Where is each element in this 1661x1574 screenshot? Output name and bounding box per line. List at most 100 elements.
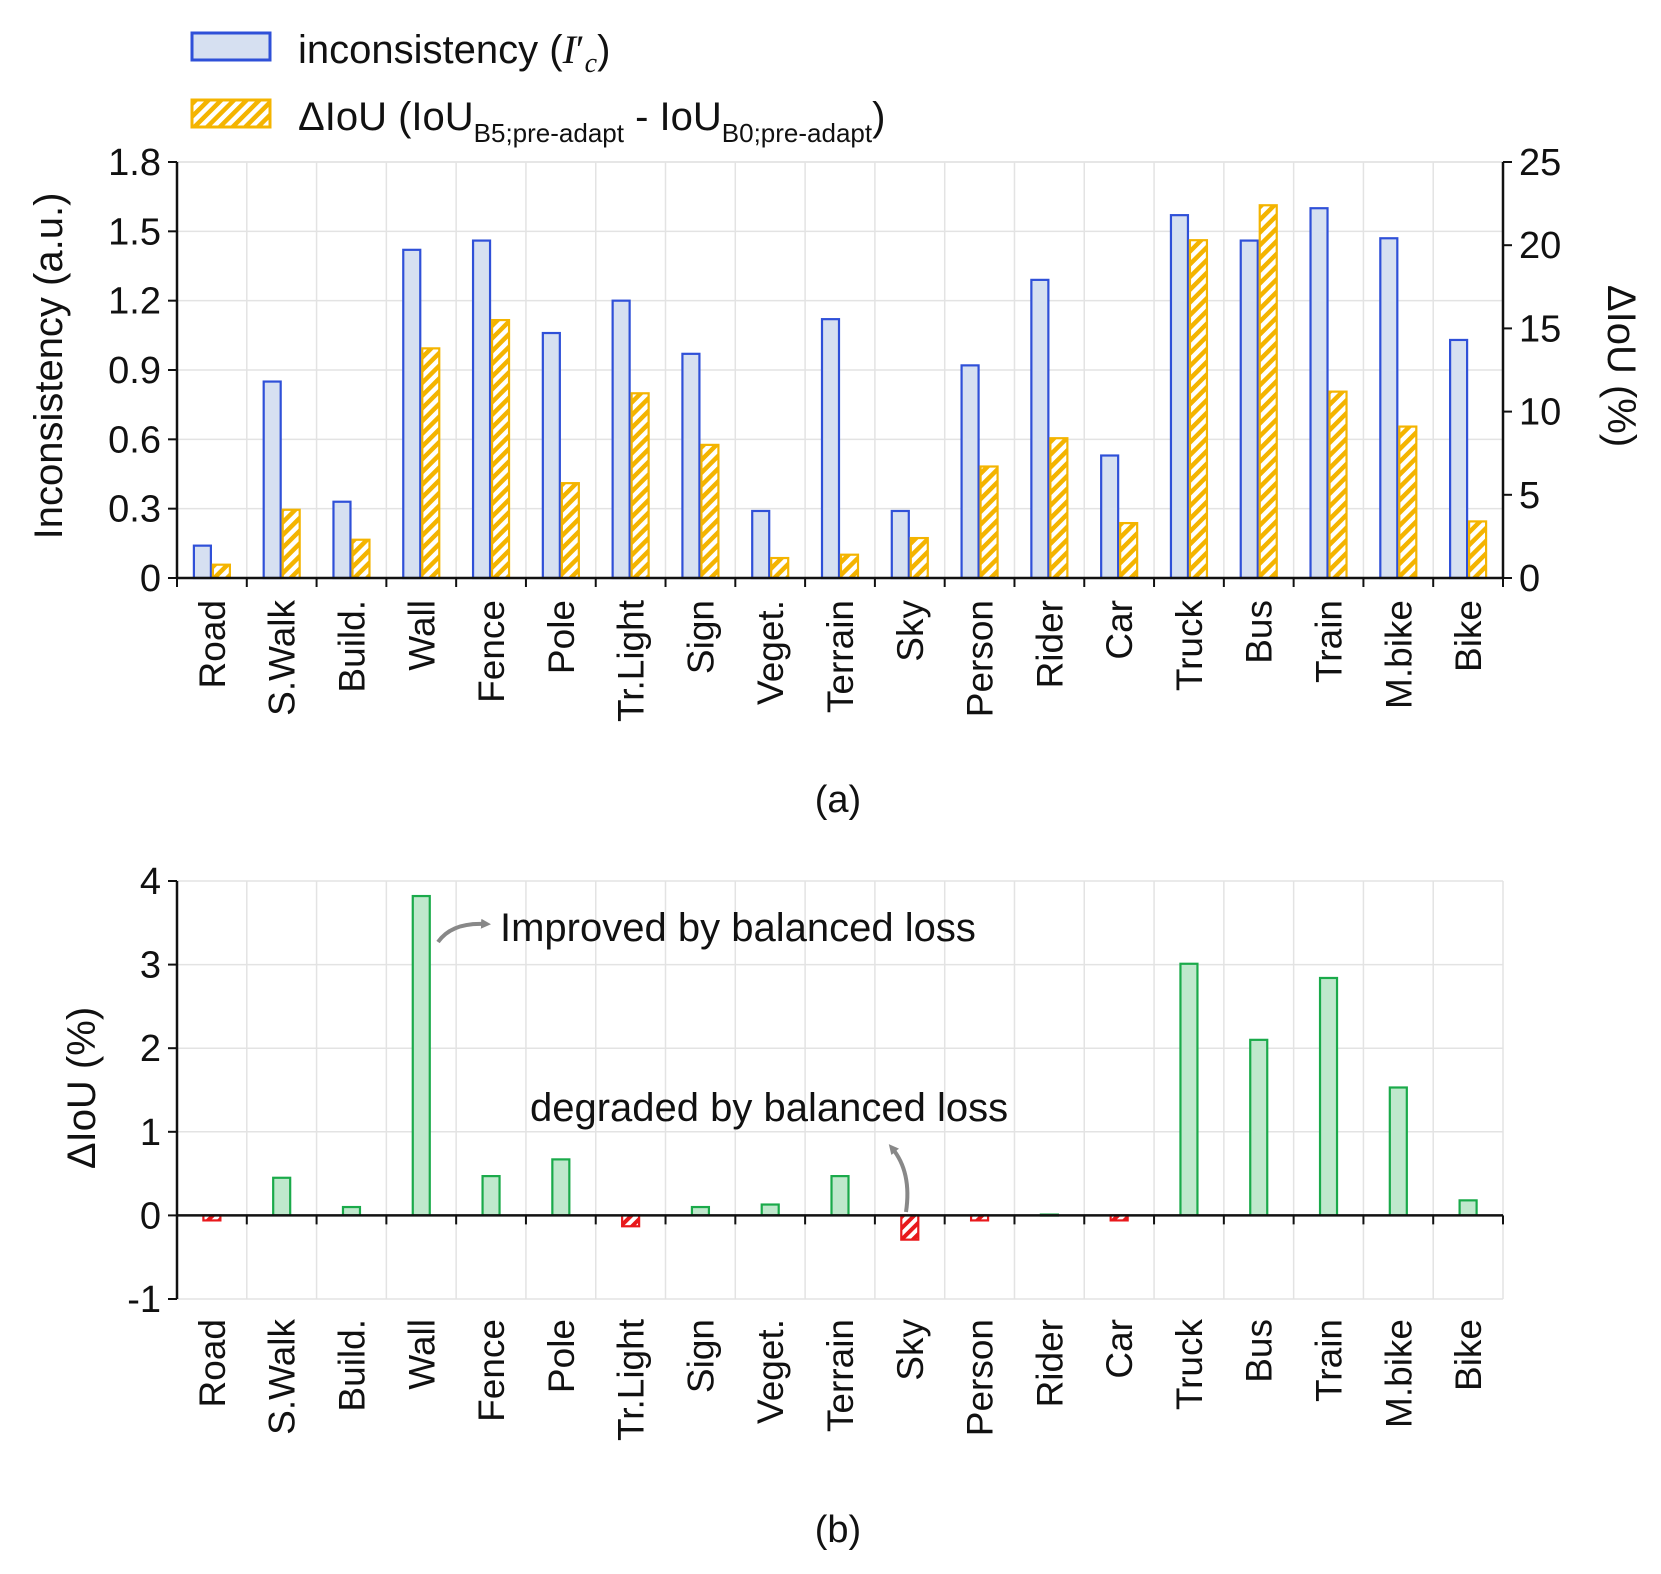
bar-delta-s-walk bbox=[272, 1176, 292, 1217]
bar-delta-build bbox=[341, 1205, 362, 1217]
chart-b-category-pole: Pole bbox=[541, 1319, 582, 1393]
chart-b-category-road: Road bbox=[192, 1319, 233, 1407]
bar-delta-iou-veget bbox=[770, 556, 790, 580]
bar-delta-iou-fence bbox=[490, 318, 511, 580]
bar-inconsistency-person bbox=[960, 364, 980, 580]
chart-a-category-wall: Wall bbox=[401, 600, 442, 671]
annotation-improved-text: Improved by balanced loss bbox=[500, 906, 976, 950]
chart-a-category-truck: Truck bbox=[1169, 600, 1210, 692]
chart-a-y2-tick-label: 0 bbox=[1519, 558, 1540, 600]
chart-a-category-labels: Road S.Walk Build. Wall Fence Pole Tr.Light Sig… bbox=[192, 599, 1489, 722]
chart-a-y2-tick-label: 15 bbox=[1519, 308, 1561, 350]
bar-inconsistency-pole bbox=[541, 331, 561, 580]
chart-a-category-build: Build. bbox=[331, 600, 372, 693]
chart-a-y2-tick-label: 5 bbox=[1519, 475, 1540, 517]
bar-delta-fence bbox=[481, 1175, 501, 1217]
chart-b-grid bbox=[177, 880, 1504, 1300]
chart-b-category-bus: Bus bbox=[1239, 1319, 1280, 1383]
chart-a-category-pole: Pole bbox=[541, 600, 582, 674]
chart-a-category-person: Person bbox=[960, 600, 1001, 717]
chart-b-category-sign: Sign bbox=[680, 1319, 721, 1393]
annotation-improved-arrow bbox=[436, 918, 491, 944]
bar-delta-iou-tr-light bbox=[630, 392, 650, 580]
chart-a-grid bbox=[177, 161, 1503, 578]
chart-a-category-tr-light: Tr.Light bbox=[611, 599, 652, 722]
chart-a-y-tick-label: 0.3 bbox=[108, 489, 161, 531]
chart-a-y2-axis-title: ΔIoU (%) bbox=[1599, 285, 1643, 447]
bar-inconsistency-car bbox=[1100, 454, 1120, 580]
chart-b-y-tick-label: 4 bbox=[140, 861, 161, 903]
chart-b-category-truck: Truck bbox=[1169, 1319, 1210, 1411]
chart-b-y-tick-label: 0 bbox=[140, 1195, 161, 1237]
chart-a-category-car: Car bbox=[1099, 600, 1140, 660]
chart-a-category-veget: Veget. bbox=[750, 600, 791, 705]
bar-delta-iou-s-walk bbox=[281, 508, 301, 580]
chart-b-category-labels: Road S.Walk Build. Wall Fence Pole Tr.Light Sig… bbox=[192, 1318, 1489, 1441]
chart-b-category-s-walk: S.Walk bbox=[262, 1319, 303, 1435]
bar-inconsistency-s-walk bbox=[262, 380, 282, 580]
chart-b-tick-labels: -1 0 1 2 3 4 bbox=[127, 861, 161, 1321]
bar-inconsistency-rider bbox=[1030, 278, 1050, 580]
bar-delta-iou-sign bbox=[700, 443, 720, 580]
chart-b-y-tick-label: 3 bbox=[140, 945, 161, 987]
chart-a-y-tick-label: 1.5 bbox=[108, 211, 161, 253]
chart-a-category-bus: Bus bbox=[1239, 600, 1280, 664]
bar-inconsistency-road bbox=[192, 544, 212, 580]
chart-a-category-fence: Fence bbox=[471, 600, 512, 703]
bar-inconsistency-bus bbox=[1239, 239, 1259, 580]
chart-a-category-m-bike: M.bike bbox=[1378, 600, 1419, 709]
chart-a-y-tick-label: 1.8 bbox=[108, 142, 161, 184]
bar-delta-bike bbox=[1458, 1199, 1478, 1217]
bar-delta-iou-road bbox=[211, 563, 231, 580]
chart-b-category-veget: Veget. bbox=[750, 1319, 791, 1424]
chart-a-category-rider: Rider bbox=[1029, 600, 1070, 688]
legend-swatch-delta-iou bbox=[190, 98, 272, 129]
bar-delta-iou-train bbox=[1328, 390, 1348, 580]
chart-a-category-road: Road bbox=[192, 600, 233, 688]
chart-b-category-tr-light: Tr.Light bbox=[611, 1318, 652, 1441]
bar-delta-iou-bus bbox=[1258, 204, 1278, 580]
chart-a-category-sign: Sign bbox=[680, 600, 721, 674]
bar-delta-iou-rider bbox=[1049, 437, 1069, 580]
bar-delta-sky bbox=[900, 1214, 920, 1241]
bar-delta-terrain bbox=[830, 1175, 850, 1217]
chart-a-category-sky: Sky bbox=[890, 600, 931, 662]
chart-b-y-tick-label: -1 bbox=[127, 1279, 161, 1321]
chart-a-y2-tick-label: 25 bbox=[1519, 142, 1561, 184]
legend-label-delta-iou: ΔIoU (IoUB5;pre-adapt - IoUB0;pre-adapt) bbox=[298, 95, 885, 148]
bar-delta-iou-truck bbox=[1188, 239, 1209, 580]
bar-delta-iou-m-bike bbox=[1398, 425, 1418, 580]
bar-delta-bus bbox=[1249, 1038, 1269, 1217]
chart-a-y-tick-label: 0.6 bbox=[108, 419, 161, 461]
bar-delta-pole bbox=[551, 1158, 571, 1217]
chart-b-category-bike: Bike bbox=[1448, 1319, 1489, 1391]
chart-b-category-sky: Sky bbox=[890, 1319, 931, 1381]
bar-inconsistency-build bbox=[332, 500, 352, 580]
annotation-degraded-arrow bbox=[888, 1144, 910, 1213]
bar-delta-iou-pole bbox=[560, 482, 580, 580]
chart-b-category-train: Train bbox=[1309, 1319, 1350, 1402]
legend: inconsistency (I′c) ΔIoU (IoUB5;pre-adap… bbox=[190, 27, 885, 148]
chart-a-tick-labels: 0 0.3 0.6 0.9 1.2 1.5 1.8 0 5 10 15 20 25 bbox=[108, 142, 1561, 600]
chart-a: 0 0.3 0.6 0.9 1.2 1.5 1.8 0 5 10 15 20 25 Road S.Walk… bbox=[27, 142, 1643, 821]
bar-delta-iou-terrain bbox=[839, 553, 860, 580]
bar-delta-m-bike bbox=[1388, 1086, 1408, 1217]
chart-b-y-tick-label: 1 bbox=[140, 1112, 161, 1154]
bar-delta-iou-bike bbox=[1468, 520, 1488, 580]
chart-b-panel-label: (b) bbox=[815, 1509, 861, 1551]
chart-b-category-car: Car bbox=[1099, 1319, 1140, 1379]
bar-inconsistency-terrain bbox=[820, 318, 841, 580]
bar-inconsistency-sky bbox=[890, 509, 910, 580]
chart-a-axes bbox=[168, 161, 1512, 587]
chart-b-category-terrain: Terrain bbox=[820, 1319, 861, 1432]
bar-delta-iou-wall bbox=[421, 347, 441, 580]
bar-inconsistency-bike bbox=[1449, 338, 1469, 580]
chart-b-category-rider: Rider bbox=[1029, 1319, 1070, 1407]
bar-delta-veget bbox=[760, 1203, 780, 1217]
bar-delta-wall bbox=[411, 894, 431, 1217]
chart-b-category-fence: Fence bbox=[471, 1319, 512, 1422]
bar-inconsistency-veget bbox=[751, 509, 771, 580]
chart-a-bars bbox=[192, 204, 1488, 580]
chart-a-y-tick-label: 0 bbox=[140, 558, 161, 600]
